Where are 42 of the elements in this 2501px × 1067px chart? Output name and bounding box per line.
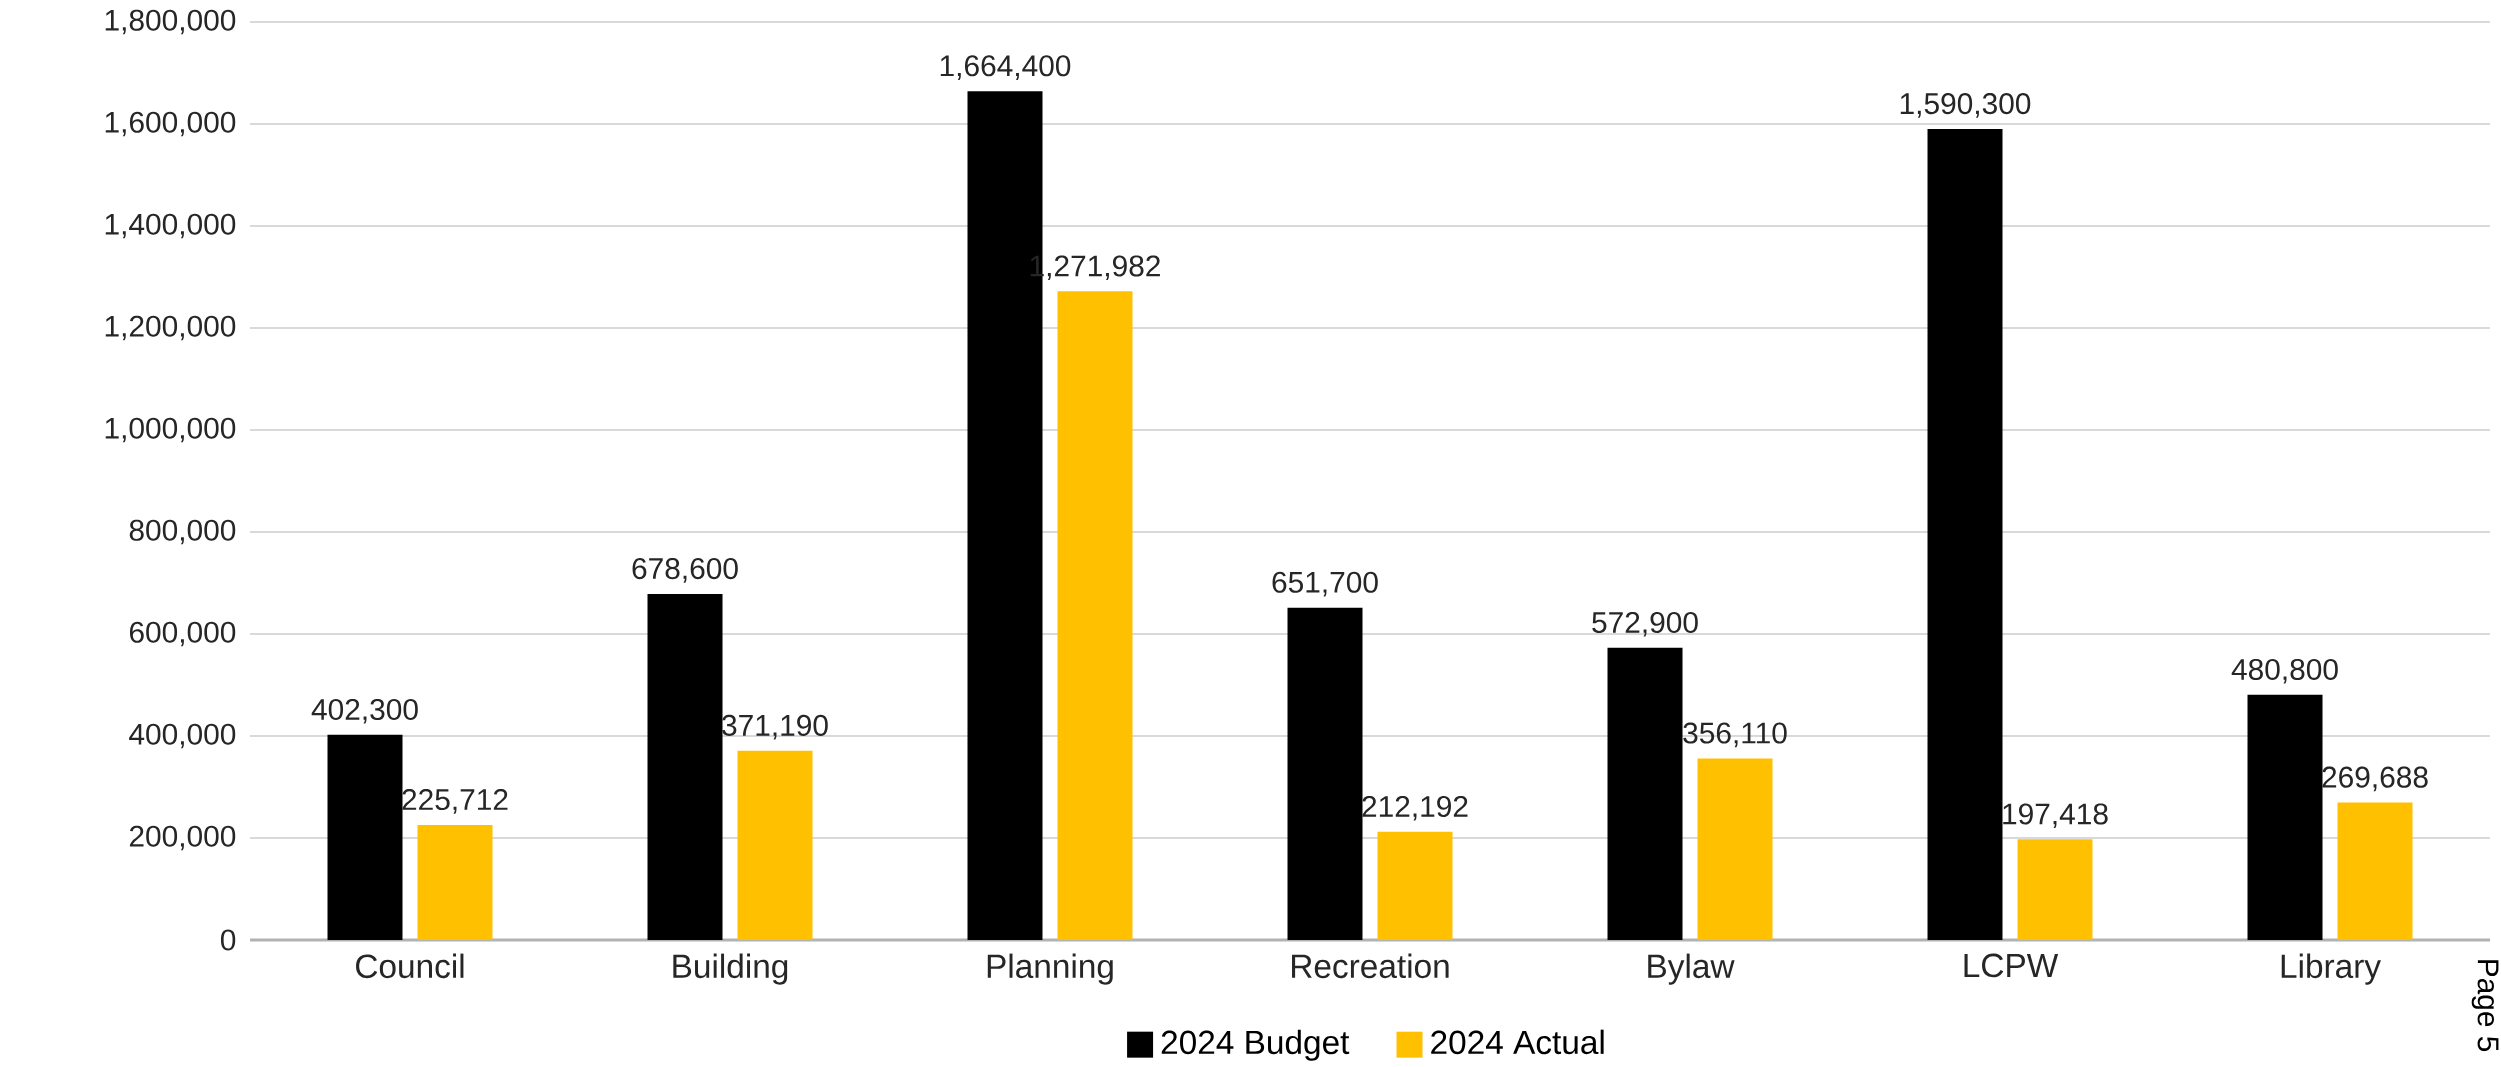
- bar: [327, 734, 403, 941]
- data-label: 402,300: [311, 698, 418, 724]
- bar: [647, 593, 723, 941]
- x-tick-label: Library: [2281, 953, 2381, 985]
- bar: [1057, 291, 1133, 941]
- bar: [2017, 839, 2093, 941]
- bar: [2337, 802, 2413, 941]
- y-tick-label: 1,200,000: [105, 315, 236, 341]
- y-tick-label: 800,000: [129, 519, 236, 545]
- text: Page 5: [2471, 960, 2499, 1052]
- y-tick-label: 1,400,000: [105, 213, 236, 239]
- legend-label: 2024 Actual: [1431, 1029, 1604, 1055]
- y-tick-label: 200,000: [129, 825, 236, 851]
- bar: [1697, 758, 1773, 941]
- y-tick-label: 400,000: [129, 723, 236, 749]
- bar: [1607, 647, 1683, 941]
- bar: [1377, 831, 1453, 941]
- bar: [1287, 607, 1363, 941]
- data-label: 1,664,400: [940, 55, 1071, 80]
- x-tick-label: Building: [673, 953, 788, 985]
- bar: [1927, 128, 2003, 941]
- legend-label: 2024 Budget: [1161, 1029, 1350, 1061]
- y-tick-label: 0: [220, 929, 236, 951]
- data-label: 678,600: [632, 558, 738, 583]
- y-tick-label: 1,600,000: [105, 111, 236, 137]
- x-tick-label: Bylaw: [1648, 953, 1735, 985]
- data-label: 1,590,300: [1900, 93, 2031, 118]
- x-tick-label: Council: [356, 953, 464, 979]
- x-tick-label: Planning: [987, 953, 1113, 985]
- x-tick-label: Recreation: [1292, 953, 1449, 979]
- y-tick-label: 1,800,000: [105, 9, 236, 35]
- y-tick-label: 600,000: [129, 621, 236, 647]
- bar: [417, 824, 493, 941]
- x-tick-label: LCPW: [1964, 953, 2059, 978]
- bar: [737, 750, 813, 941]
- y-tick-label: 1,000,000: [105, 417, 236, 443]
- bar: [2247, 694, 2323, 941]
- data-label: 356,110: [1683, 722, 1787, 748]
- data-label: 651,700: [1272, 571, 1378, 597]
- data-label: 572,900: [1592, 611, 1698, 637]
- data-label: 197,418: [2003, 803, 2108, 829]
- data-label: 480,800: [2231, 658, 2338, 684]
